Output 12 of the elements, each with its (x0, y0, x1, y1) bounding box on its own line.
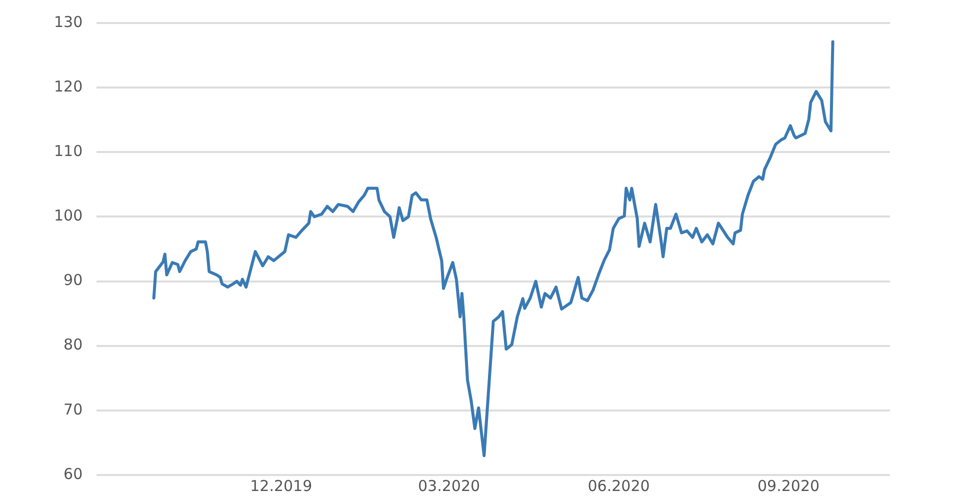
y-tick-label: 130 (54, 12, 83, 31)
x-tick-label: 03.2020 (418, 476, 480, 495)
y-tick-label: 70 (64, 400, 83, 418)
y-tick-label: 60 (64, 464, 83, 483)
y-tick-label: 90 (64, 271, 83, 290)
x-tick-label: 09.2020 (758, 476, 820, 495)
y-tick-label: 80 (64, 336, 83, 354)
x-tick-label: 06.2020 (588, 476, 650, 495)
x-tick-label: 12.2019 (250, 476, 312, 495)
y-tick-label: 110 (54, 142, 83, 160)
y-tick-label: 100 (54, 206, 83, 225)
y-tick-label: 120 (54, 77, 83, 96)
